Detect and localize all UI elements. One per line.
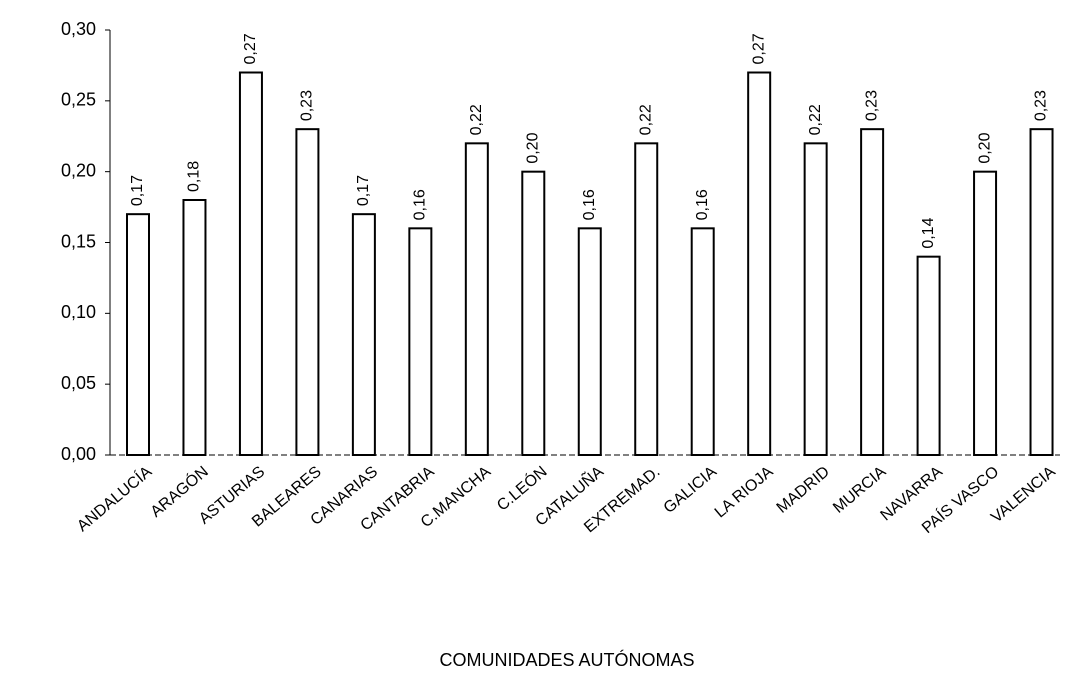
bar (351, 213, 376, 456)
bar (238, 71, 263, 456)
value-label: 0,16 (412, 189, 429, 220)
value-label: 0,23 (299, 90, 316, 121)
bar (690, 227, 715, 456)
bar (860, 128, 885, 457)
x-tick-label: C.LEÓN (493, 462, 551, 515)
value-label: 0,22 (637, 104, 654, 135)
value-label: 0,16 (581, 189, 598, 220)
value-label: 0,14 (920, 217, 937, 248)
y-tick-label: 0,10 (61, 302, 96, 322)
value-label: 0,18 (186, 161, 203, 192)
value-label: 0,23 (1033, 90, 1050, 121)
bar (295, 128, 320, 457)
value-label: 0,23 (863, 90, 880, 121)
y-tick-label: 0,05 (61, 373, 96, 393)
value-label: 0,17 (129, 175, 146, 206)
bar (1029, 128, 1054, 457)
value-label: 0,16 (694, 189, 711, 220)
y-tick-label: 0,20 (61, 160, 96, 180)
bar (803, 142, 828, 456)
bar (408, 227, 433, 456)
y-tick-label: 0,30 (61, 19, 96, 39)
bar (182, 199, 207, 456)
bar (521, 170, 546, 457)
bar (747, 71, 772, 456)
x-tick-label: LA RIOJA (712, 463, 777, 521)
y-tick-label: 0,25 (61, 90, 96, 110)
y-tick-label: 0,15 (61, 231, 96, 251)
bar (464, 142, 489, 456)
x-tick-label: MADRID (774, 463, 833, 517)
x-tick-label: ANDALUCÍA (73, 462, 156, 536)
value-label: 0,17 (355, 175, 372, 206)
x-axis-title: COMUNIDADES AUTÓNOMAS (439, 649, 694, 670)
value-label: 0,27 (242, 33, 259, 64)
bar (634, 142, 659, 456)
bar (973, 170, 998, 457)
y-tick-label: 0,00 (61, 444, 96, 464)
value-label: 0,27 (750, 33, 767, 64)
value-label: 0,22 (807, 104, 824, 135)
value-label: 0,22 (468, 104, 485, 135)
bar (577, 227, 602, 456)
bar (916, 255, 941, 456)
value-label: 0,20 (976, 132, 993, 163)
value-label: 0,20 (525, 132, 542, 163)
bar (126, 213, 150, 456)
